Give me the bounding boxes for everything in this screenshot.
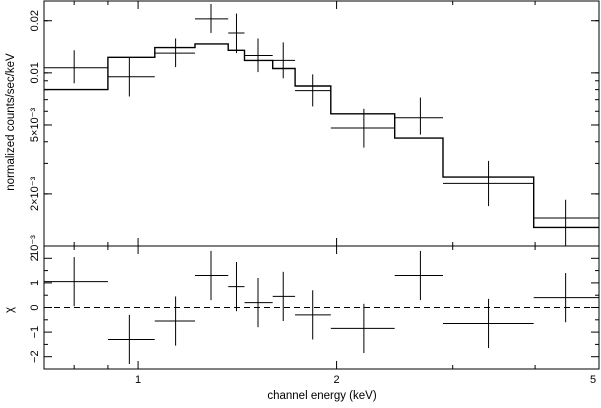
spectrum-y-tick-label: 10⁻³ bbox=[29, 235, 41, 257]
residual-data-point bbox=[330, 303, 395, 354]
spectrum-data-points bbox=[44, 3, 599, 246]
residuals-y-ticks: 2 1 0 −1 −2 bbox=[29, 245, 599, 370]
residual-data-point bbox=[442, 298, 534, 349]
residuals-x-ticks: 1 2 5 bbox=[73, 246, 600, 386]
residual-data-points bbox=[44, 250, 599, 365]
residual-data-point bbox=[394, 250, 443, 301]
residual-data-point bbox=[244, 277, 273, 328]
residuals-y-tick-label: 2 bbox=[29, 255, 41, 261]
spectrum-data-point bbox=[394, 97, 443, 135]
spectrum-panel: 0.02 0.01 5×10⁻³ 2×10⁻³ 10⁻³ normalized coun… bbox=[5, 0, 600, 257]
spectrum-data-point bbox=[107, 57, 155, 97]
x-tick-label: 5 bbox=[590, 374, 596, 386]
x-tick-label: 2 bbox=[334, 374, 340, 386]
spectrum-data-point bbox=[330, 108, 395, 148]
spectrum-y-tick-label: 2×10⁻³ bbox=[29, 176, 41, 211]
residual-data-point bbox=[107, 314, 155, 365]
spectrum-data-point bbox=[228, 13, 245, 54]
spectrum-data-point bbox=[533, 199, 599, 246]
x-axis-label: channel energy (keV) bbox=[267, 390, 376, 402]
residual-data-point bbox=[44, 257, 108, 307]
spectrum-y-tick-label: 0.02 bbox=[29, 10, 41, 31]
spectrum-y-tick-label: 5×10⁻³ bbox=[29, 108, 41, 143]
x-tick-label: 1 bbox=[135, 374, 141, 386]
spectrum-data-point bbox=[295, 74, 331, 107]
residual-data-point bbox=[272, 271, 296, 322]
residual-data-point bbox=[533, 273, 599, 323]
model-step-path bbox=[44, 43, 599, 229]
residual-data-point bbox=[195, 250, 229, 301]
residual-data-point bbox=[228, 261, 245, 312]
residual-data-point bbox=[154, 296, 196, 346]
spectrum-data-point bbox=[272, 42, 296, 79]
spectrum-data-point bbox=[195, 3, 229, 33]
spectrum-y-tick-label: 0.01 bbox=[29, 62, 41, 83]
residuals-y-axis-label: χ bbox=[4, 307, 16, 313]
residual-data-point bbox=[295, 290, 331, 340]
spectrum-x-ticks bbox=[73, 1, 600, 246]
residuals-y-tick-label: 0 bbox=[29, 304, 41, 310]
residuals-panel: 2 1 0 −1 −2 1 2 5 χ channel energy (keV) bbox=[4, 245, 600, 402]
spectrum-y-ticks: 0.02 0.01 5×10⁻³ 2×10⁻³ 10⁻³ bbox=[29, 10, 599, 257]
spectrum-data-point bbox=[244, 38, 273, 73]
spectrum-data-point bbox=[154, 38, 196, 68]
spectrum-y-axis-label: normalized counts/sec/keV bbox=[5, 53, 17, 191]
residuals-y-tick-label: −1 bbox=[29, 326, 41, 339]
spectrum-data-point bbox=[442, 160, 534, 207]
residuals-y-tick-label: −2 bbox=[29, 350, 41, 363]
model-step-curve bbox=[44, 43, 599, 229]
residuals-y-tick-label: 1 bbox=[29, 280, 41, 286]
spectrum-data-point bbox=[44, 50, 108, 84]
